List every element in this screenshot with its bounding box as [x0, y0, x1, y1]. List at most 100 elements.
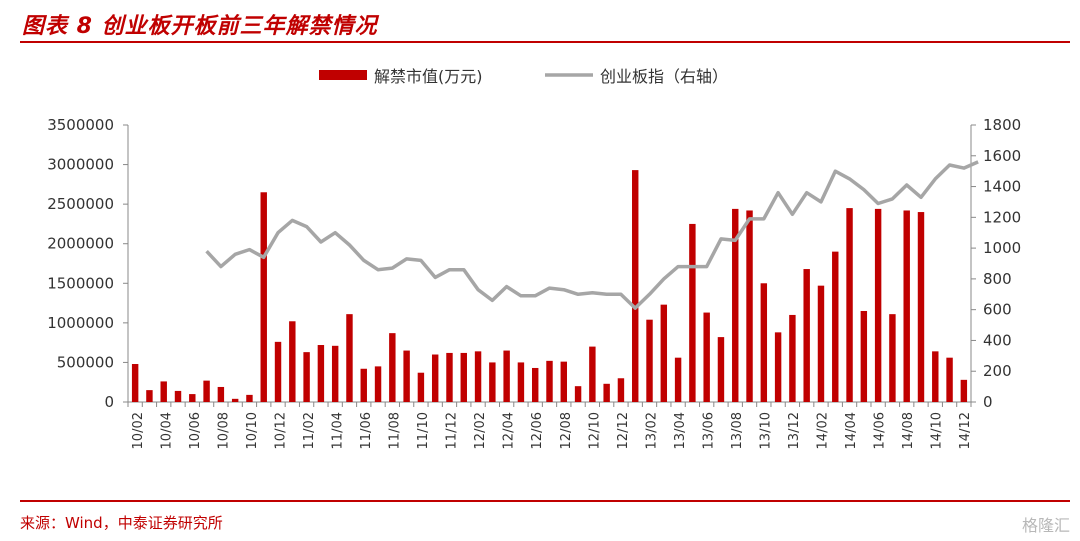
- bar: [746, 210, 753, 402]
- bar: [474, 351, 482, 402]
- bar: [231, 398, 239, 402]
- bar: [817, 285, 825, 402]
- bar: [874, 208, 882, 402]
- bar: [260, 192, 267, 402]
- legend-bar-swatch: [319, 70, 367, 80]
- bar: [274, 341, 282, 402]
- y-left-tick-label: 500000: [57, 353, 114, 371]
- x-tick-label: 12/04: [502, 412, 517, 449]
- bar: [460, 352, 467, 402]
- header-rule: [20, 41, 1070, 43]
- bar: [160, 381, 167, 402]
- index-line: [205, 160, 979, 310]
- x-tick-label: 12/06: [530, 412, 545, 449]
- bar: [603, 383, 610, 402]
- x-tick-label: 14/06: [872, 412, 887, 449]
- x-tick-label: 12/08: [559, 412, 574, 449]
- bar: [760, 283, 768, 402]
- bar: [431, 354, 439, 402]
- bar: [246, 394, 253, 402]
- x-tick-label: 11/06: [359, 412, 374, 449]
- x-tick-label: 10/06: [188, 412, 203, 449]
- bar: [689, 223, 696, 402]
- bar: [632, 170, 639, 402]
- bar: [303, 352, 310, 402]
- y-right-tick-label: 1600: [983, 147, 1021, 165]
- x-tick-label: 10/04: [160, 412, 175, 449]
- bar: [832, 251, 839, 402]
- x-tick-label: 12/12: [616, 412, 631, 449]
- watermark-logo: 格隆汇: [1021, 516, 1070, 535]
- x-tick-label: 14/12: [958, 412, 973, 449]
- legend-bar-label: 解禁市值(万元): [374, 67, 483, 86]
- legend-line-label: 创业板指（右轴）: [600, 67, 728, 86]
- x-tick-label: 11/04: [331, 412, 346, 449]
- bar: [217, 386, 225, 402]
- x-tick-label: 12/10: [587, 412, 602, 449]
- y-right-tick-label: 800: [983, 270, 1012, 288]
- y-left-tick-label: 3500000: [47, 116, 114, 134]
- x-tick-label: 14/08: [901, 412, 916, 449]
- bar: [917, 212, 925, 402]
- x-tick-label: 10/10: [245, 412, 260, 449]
- page-title: 图表 8 创业板开板前三年解禁情况: [22, 14, 378, 39]
- bar: [446, 352, 453, 402]
- bar: [189, 394, 196, 402]
- y-right-tick-label: 1400: [983, 178, 1021, 196]
- bar: [174, 390, 182, 402]
- legend: 解禁市值(万元) 创业板指（右轴）: [319, 67, 728, 86]
- bar: [503, 350, 510, 402]
- x-tick-label: 11/08: [388, 412, 403, 449]
- y-right-tick-label: 200: [983, 362, 1012, 380]
- bar: [346, 314, 353, 402]
- x-tick-label: 13/06: [701, 412, 716, 449]
- bar: [889, 314, 896, 402]
- bar: [331, 345, 339, 402]
- bar: [946, 357, 953, 402]
- bar: [860, 310, 868, 402]
- x-tick-label: 14/10: [929, 412, 944, 449]
- bar: [774, 332, 782, 402]
- y-right-tick-label: 600: [983, 301, 1012, 319]
- x-tick-label: 10/02: [131, 412, 146, 449]
- bar: [589, 346, 596, 402]
- bar: [789, 314, 796, 402]
- chart-axes: 0 500000 1000000 1500000 2000000 2500000 30000…: [47, 116, 1021, 449]
- x-tick-label: 14/02: [815, 412, 830, 449]
- bar: [703, 312, 710, 402]
- bar: [646, 319, 653, 402]
- bar: [131, 364, 139, 402]
- y-left-tick-label: 0: [104, 393, 114, 411]
- bar: [574, 386, 582, 402]
- bar: [360, 368, 367, 402]
- x-tick-label: 11/02: [302, 412, 317, 449]
- y-left-tick-label: 2000000: [47, 235, 114, 253]
- bar: [660, 304, 668, 402]
- bar: [932, 351, 939, 402]
- bar: [846, 208, 853, 402]
- bar: [732, 208, 739, 402]
- bar: [903, 210, 910, 402]
- x-tick-label: 14/04: [844, 412, 859, 449]
- y-right-tick-label: 0: [983, 393, 993, 411]
- x-tick-label: 13/10: [758, 412, 773, 449]
- x-tick-label: 11/12: [445, 412, 460, 449]
- y-right-tick-label: 1200: [983, 208, 1021, 226]
- bar: [546, 360, 553, 402]
- source-note: 来源：Wind，中泰证券研究所: [20, 514, 223, 532]
- bar: [317, 345, 325, 402]
- y-left-tick-label: 1500000: [47, 274, 114, 292]
- footer-rule: [20, 500, 1070, 502]
- y-left-tick-label: 2500000: [47, 195, 114, 213]
- x-tick-label: 13/02: [644, 412, 659, 449]
- line-series: [205, 160, 979, 310]
- bar: [417, 372, 425, 402]
- bar: [289, 321, 296, 402]
- x-tick-label: 13/08: [730, 412, 745, 449]
- bar: [403, 350, 410, 402]
- x-tick-label: 10/12: [274, 412, 289, 449]
- bar: [517, 362, 525, 402]
- bar: [531, 367, 539, 402]
- x-tick-label: 11/10: [416, 412, 431, 449]
